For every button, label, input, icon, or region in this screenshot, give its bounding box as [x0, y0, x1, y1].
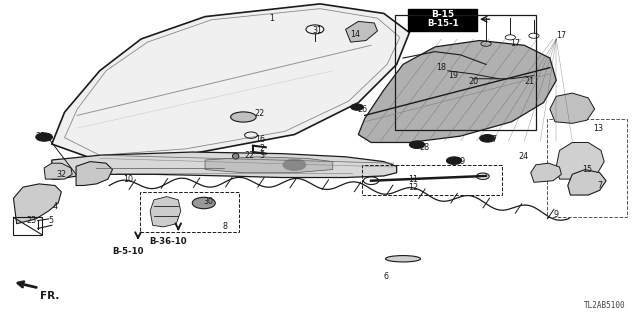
Text: 11: 11: [408, 175, 418, 184]
Text: 9: 9: [553, 210, 558, 219]
Text: 32: 32: [57, 170, 67, 179]
Text: 24: 24: [518, 152, 528, 161]
Text: TL2AB5100: TL2AB5100: [584, 301, 625, 310]
Bar: [362, 165, 502, 195]
Text: 12: 12: [408, 183, 419, 192]
Text: 7: 7: [598, 181, 603, 190]
Polygon shape: [44, 163, 72, 179]
Circle shape: [410, 141, 425, 148]
Text: 16: 16: [255, 135, 265, 144]
Polygon shape: [358, 41, 556, 142]
Text: 15: 15: [582, 165, 592, 174]
Text: 26: 26: [357, 105, 367, 114]
Ellipse shape: [232, 153, 239, 159]
Text: 17: 17: [510, 39, 520, 48]
Text: 30: 30: [204, 197, 214, 206]
Polygon shape: [205, 157, 333, 173]
Text: 25: 25: [36, 132, 46, 140]
Text: 19: 19: [448, 71, 458, 80]
Text: 1: 1: [269, 14, 274, 23]
Text: B-5-10: B-5-10: [113, 247, 144, 256]
Text: 14: 14: [351, 30, 361, 39]
Circle shape: [447, 157, 462, 164]
Circle shape: [36, 133, 52, 141]
Bar: [408, 9, 477, 31]
Text: 31: 31: [312, 27, 323, 36]
Text: 22: 22: [244, 151, 255, 160]
Polygon shape: [52, 4, 410, 160]
Circle shape: [479, 134, 495, 142]
Text: 17: 17: [556, 31, 566, 40]
Text: 23: 23: [26, 216, 36, 225]
Text: 28: 28: [419, 143, 429, 152]
Text: 4: 4: [53, 202, 58, 211]
Text: 20: 20: [468, 77, 478, 86]
Text: B-36-10: B-36-10: [149, 237, 187, 246]
Text: 3: 3: [259, 151, 264, 160]
Polygon shape: [13, 184, 61, 224]
Polygon shape: [531, 163, 561, 182]
Polygon shape: [76, 162, 113, 186]
Polygon shape: [52, 152, 397, 179]
Bar: [547, 119, 627, 217]
Text: 5: 5: [49, 216, 54, 225]
Text: 27: 27: [487, 135, 497, 144]
Text: FR.: FR.: [40, 291, 60, 300]
Polygon shape: [346, 21, 378, 42]
Text: B-15-1: B-15-1: [427, 19, 458, 28]
Text: 6: 6: [384, 272, 389, 281]
Ellipse shape: [385, 256, 420, 262]
Circle shape: [351, 104, 364, 110]
Text: 8: 8: [223, 222, 228, 231]
Bar: [140, 192, 239, 232]
Text: 18: 18: [436, 63, 446, 72]
Text: B-15: B-15: [431, 10, 454, 19]
Ellipse shape: [230, 112, 256, 122]
Polygon shape: [550, 93, 595, 123]
Text: 21: 21: [524, 77, 534, 86]
Text: 29: 29: [456, 157, 466, 166]
Circle shape: [192, 197, 215, 209]
Text: 10: 10: [124, 175, 133, 184]
Bar: [396, 15, 536, 130]
Polygon shape: [556, 142, 604, 179]
Circle shape: [283, 159, 306, 171]
Polygon shape: [150, 197, 180, 227]
Text: 22: 22: [255, 109, 265, 118]
Text: 2: 2: [259, 144, 264, 153]
Polygon shape: [568, 170, 606, 195]
Text: 13: 13: [593, 124, 604, 132]
